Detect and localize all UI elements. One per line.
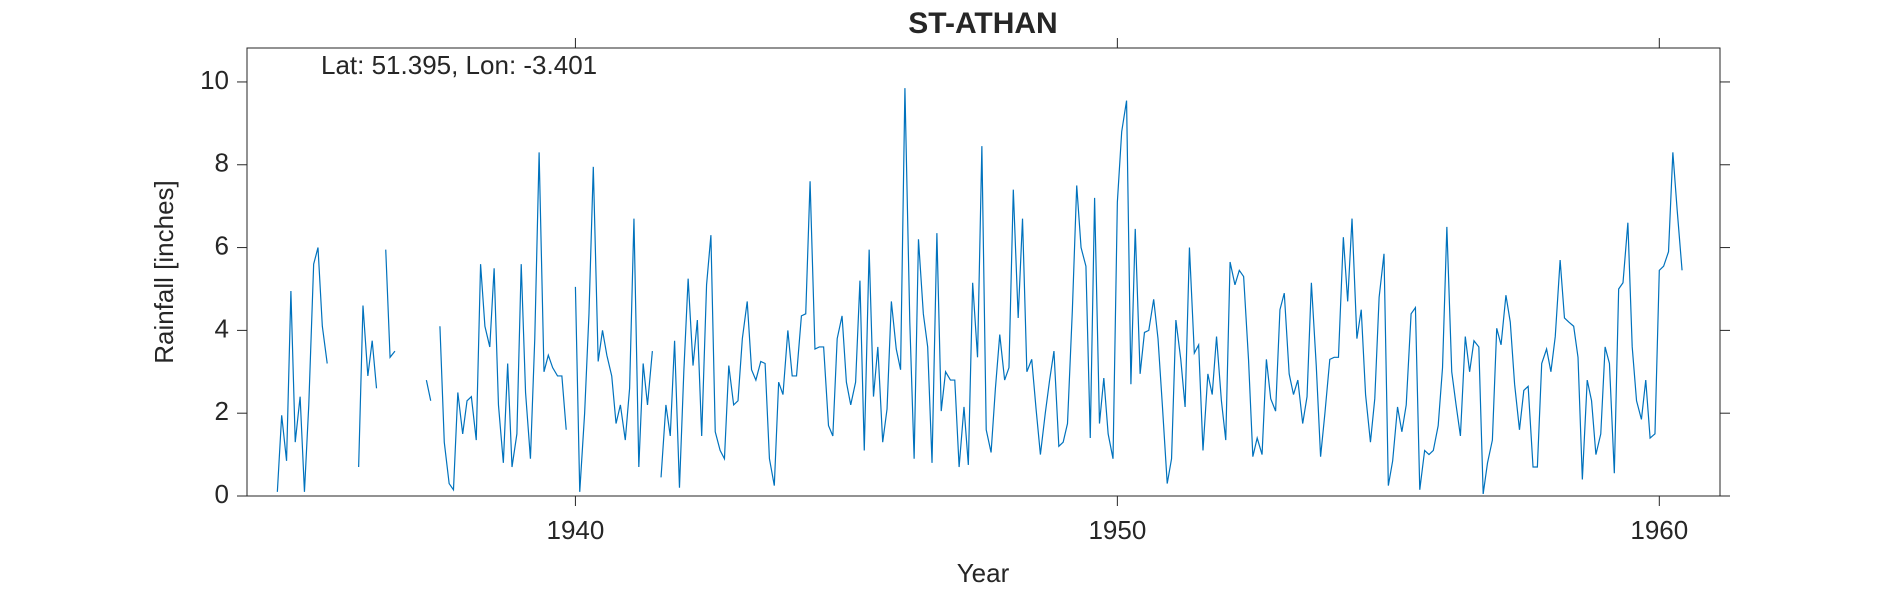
- y-tick-label: 0: [215, 479, 229, 509]
- y-tick-label: 2: [215, 396, 229, 426]
- y-axis-label: Rainfall [inches]: [149, 180, 179, 364]
- y-tick-label: 4: [215, 313, 229, 343]
- chart-title: ST-ATHAN: [908, 7, 1057, 40]
- x-axis-label: Year: [957, 558, 1010, 588]
- x-tick-label: 1960: [1630, 515, 1688, 545]
- y-tick-label: 10: [200, 65, 229, 95]
- y-tick-label: 8: [215, 148, 229, 178]
- data-line: [276, 88, 1683, 495]
- annotation: Lat: 51.395, Lon: -3.401: [321, 50, 597, 80]
- y-tick-label: 6: [215, 230, 229, 260]
- x-tick-label: 1950: [1088, 515, 1146, 545]
- x-tick-label: 1940: [546, 515, 604, 545]
